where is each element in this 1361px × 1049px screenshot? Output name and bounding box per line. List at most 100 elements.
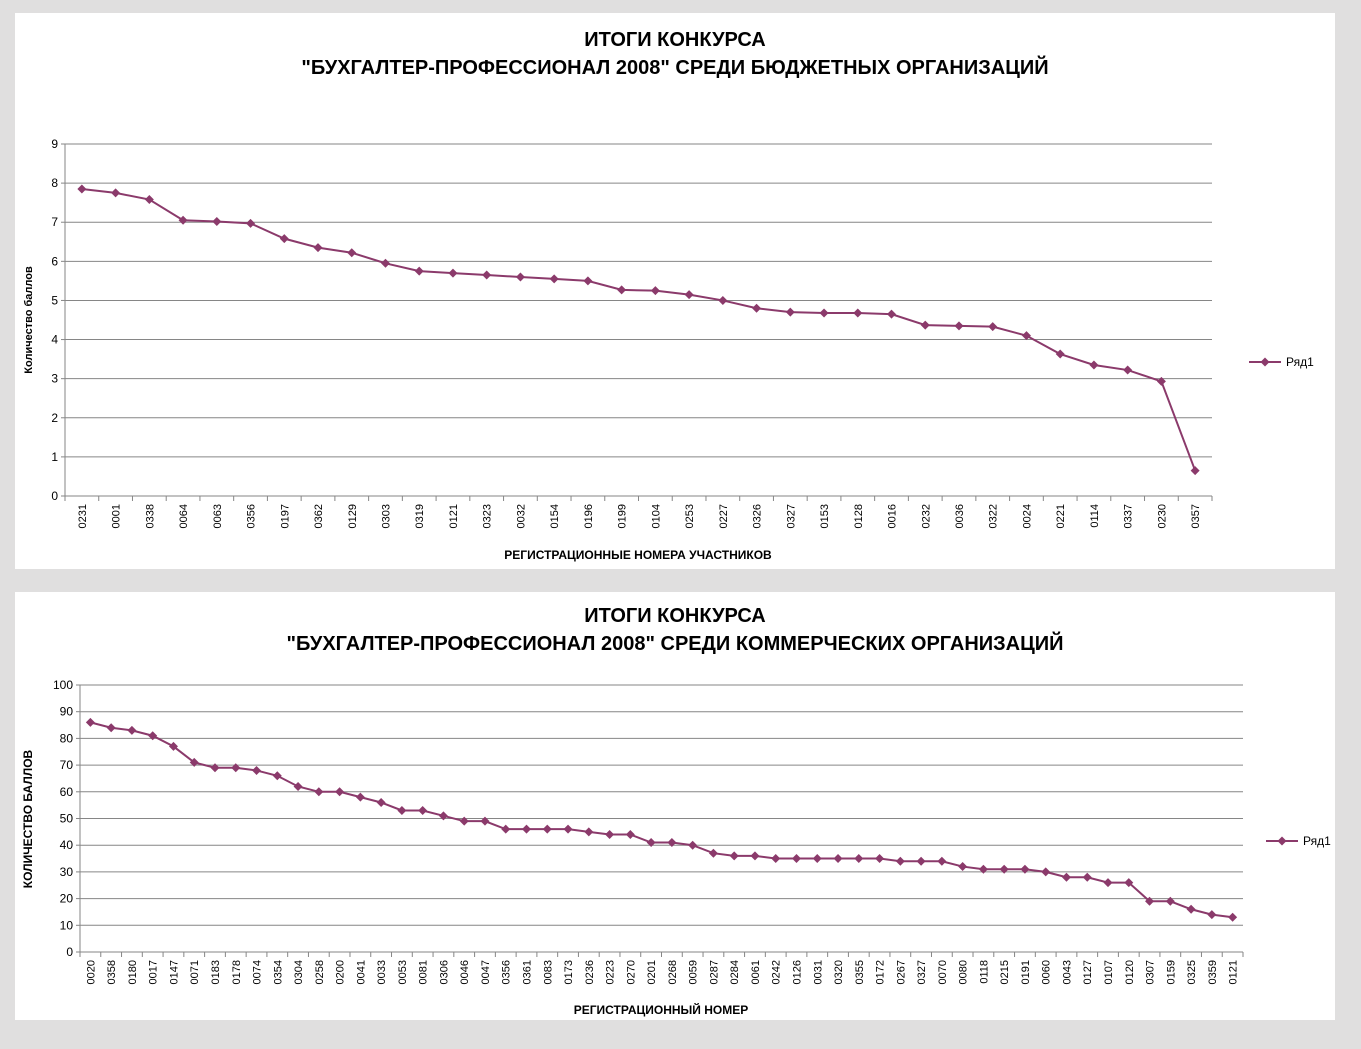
data-point bbox=[313, 243, 323, 253]
data-point bbox=[272, 771, 282, 781]
data-point bbox=[148, 731, 158, 741]
x-tick-label: 0319 bbox=[414, 504, 426, 528]
x-axis-title: РЕГИСТРАЦИОННЫЙ НОМЕР bbox=[574, 1002, 749, 1017]
x-tick-label: 0267 bbox=[895, 960, 907, 984]
data-point bbox=[212, 216, 222, 226]
data-point bbox=[459, 816, 469, 826]
line-chart-commercial: 0 10 20 30 40 50 60 70 80 90 100 0020 0358 0180 0017 01… bbox=[21, 678, 1331, 1017]
data-point bbox=[854, 854, 864, 864]
data-point bbox=[1020, 864, 1030, 874]
x-tick-label: 0016 bbox=[887, 504, 899, 528]
x-tick-label: 0129 bbox=[347, 504, 359, 528]
data-point bbox=[583, 276, 593, 286]
data-point bbox=[988, 322, 998, 332]
x-tick-label: 0361 bbox=[522, 960, 534, 984]
chart-title-line-2: "БУХГАЛТЕР-ПРОФЕССИОНАЛ 2008" СРЕДИ БЮДЖ… bbox=[301, 57, 1049, 79]
data-point bbox=[1089, 360, 1099, 370]
data-point bbox=[1021, 331, 1031, 341]
data-point bbox=[501, 824, 511, 834]
y-tick-label: 0 bbox=[51, 489, 58, 503]
x-tick-label: 0178 bbox=[231, 960, 243, 984]
data-point bbox=[1103, 878, 1113, 888]
x-tick-label: 0242 bbox=[771, 960, 783, 984]
data-point bbox=[887, 309, 897, 319]
x-tick-label: 0183 bbox=[210, 960, 222, 984]
x-tick-label: 0354 bbox=[272, 960, 284, 984]
x-tick-label: 0258 bbox=[314, 960, 326, 984]
data-point bbox=[279, 234, 289, 244]
data-point bbox=[347, 248, 357, 258]
data-point bbox=[127, 725, 137, 735]
y-tick-label: 4 bbox=[51, 333, 58, 347]
x-tick-label: 0326 bbox=[752, 504, 764, 528]
x-tick-label: 0118 bbox=[978, 960, 990, 984]
data-point bbox=[684, 290, 694, 300]
data-point bbox=[954, 321, 964, 331]
x-tick-label: 0358 bbox=[106, 960, 118, 984]
data-point bbox=[785, 307, 795, 317]
x-tick-label: 0001 bbox=[111, 504, 123, 528]
x-tick-label: 0338 bbox=[144, 504, 156, 528]
y-tick-label: 2 bbox=[51, 411, 58, 425]
x-tick-label: 0104 bbox=[650, 504, 662, 528]
data-point bbox=[752, 303, 762, 313]
chart-title-line-2: "БУХГАЛТЕР-ПРОФЕССИОНАЛ 2008" СРЕДИ КОММ… bbox=[286, 633, 1064, 655]
data-point bbox=[625, 830, 635, 840]
data-point bbox=[480, 816, 490, 826]
data-point bbox=[1055, 349, 1065, 359]
x-tick-label: 0231 bbox=[77, 504, 89, 528]
data-point bbox=[1228, 912, 1238, 922]
x-tick-label: 0337 bbox=[1123, 504, 1135, 528]
y-tick-label: 90 bbox=[60, 705, 74, 719]
y-tick-label: 20 bbox=[60, 892, 74, 906]
legend-marker bbox=[1277, 836, 1287, 846]
data-point bbox=[937, 856, 947, 866]
y-tick-label: 9 bbox=[51, 137, 58, 151]
y-tick-label: 5 bbox=[51, 293, 58, 307]
data-point bbox=[1207, 910, 1217, 920]
data-point bbox=[771, 854, 781, 864]
x-tick-label: 0173 bbox=[563, 960, 575, 984]
x-tick-label: 0046 bbox=[459, 960, 471, 984]
chart-title: ИТОГИ КОНКУРСА "БУХГАЛТЕР-ПРОФЕССИОНАЛ 2… bbox=[15, 26, 1335, 82]
x-tick-label: 0059 bbox=[688, 960, 700, 984]
x-tick-label: 0032 bbox=[515, 504, 527, 528]
x-tick-label: 0121 bbox=[1228, 960, 1240, 984]
data-point bbox=[916, 856, 926, 866]
data-point bbox=[708, 848, 718, 858]
y-tick-label: 80 bbox=[60, 731, 74, 745]
x-tick-label: 0121 bbox=[448, 504, 460, 528]
x-tick-label: 0323 bbox=[482, 504, 494, 528]
x-tick-label: 0047 bbox=[480, 960, 492, 984]
x-tick-label: 0153 bbox=[819, 504, 831, 528]
data-point bbox=[293, 781, 303, 791]
x-tick-label: 0159 bbox=[1165, 960, 1177, 984]
x-tick-label: 0322 bbox=[988, 504, 1000, 528]
x-tick-label: 0359 bbox=[1207, 960, 1219, 984]
data-point bbox=[418, 805, 428, 815]
data-point bbox=[584, 827, 594, 837]
data-point bbox=[617, 285, 627, 295]
y-axis-title: Количество баллов bbox=[23, 266, 35, 374]
x-tick-label: 0074 bbox=[252, 960, 264, 984]
data-point bbox=[1145, 896, 1155, 906]
y-tick-label: 100 bbox=[53, 678, 73, 692]
x-tick-label: 0080 bbox=[958, 960, 970, 984]
data-point bbox=[178, 215, 188, 225]
x-tick-label: 0020 bbox=[85, 960, 97, 984]
chart-panel-commercial: ИТОГИ КОНКУРСА "БУХГАЛТЕР-ПРОФЕССИОНАЛ 2… bbox=[15, 592, 1335, 1020]
data-point bbox=[1082, 872, 1092, 882]
data-point bbox=[667, 838, 677, 848]
x-tick-label: 0355 bbox=[854, 960, 866, 984]
x-tick-label: 0270 bbox=[625, 960, 637, 984]
data-point bbox=[833, 854, 843, 864]
legend-marker bbox=[1260, 357, 1270, 367]
data-point bbox=[85, 717, 95, 727]
data-point bbox=[1156, 376, 1166, 386]
series-line-Ряд1 bbox=[81, 187, 1197, 471]
x-tick-label: 0196 bbox=[583, 504, 595, 528]
x-tick-label: 0232 bbox=[920, 504, 932, 528]
data-point bbox=[542, 824, 552, 834]
data-point bbox=[895, 856, 905, 866]
data-point bbox=[482, 270, 492, 280]
